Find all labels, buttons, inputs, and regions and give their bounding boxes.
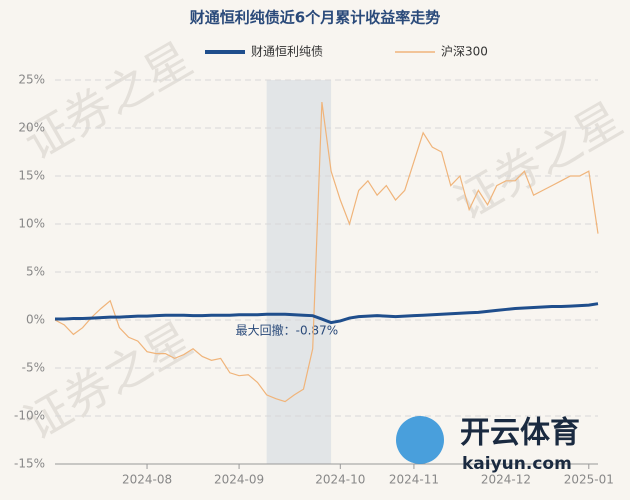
y-tick-label: -15%: [14, 457, 45, 471]
y-tick-label: 10%: [18, 217, 45, 231]
x-tick-label: 2025-01: [564, 473, 614, 487]
y-tick-label: 25%: [18, 73, 45, 87]
y-tick-label: -5%: [22, 361, 45, 375]
chart-title: 财通恒利纯债近6个月累计收益率走势: [190, 9, 440, 27]
series-line: [55, 302, 599, 325]
y-tick-label: 0%: [26, 313, 45, 327]
y-tick-label: -10%: [14, 409, 45, 423]
y-tick-label: 20%: [18, 121, 45, 135]
legend-label: 沪深300: [441, 45, 488, 59]
y-tick-label: 5%: [26, 265, 45, 279]
logo-icon: [396, 416, 444, 464]
y-tick-label: 15%: [18, 169, 45, 183]
x-tick-label: 2024-08: [122, 473, 172, 487]
drawdown-label: 最大回撤：-0.87%: [236, 323, 338, 338]
legend-label: 财通恒利纯债: [251, 45, 323, 59]
x-tick-label: 2024-12: [481, 473, 531, 487]
x-tick-label: 2024-11: [389, 473, 439, 487]
logo-url: kaiyun.com: [462, 454, 572, 474]
series-line: [54, 102, 599, 403]
logo-name: 开云体育: [460, 416, 580, 451]
logo: 开云体育 kaiyun.com: [396, 416, 580, 474]
x-tick-label: 2024-10: [315, 473, 365, 487]
x-tick-label: 2024-09: [214, 473, 264, 487]
